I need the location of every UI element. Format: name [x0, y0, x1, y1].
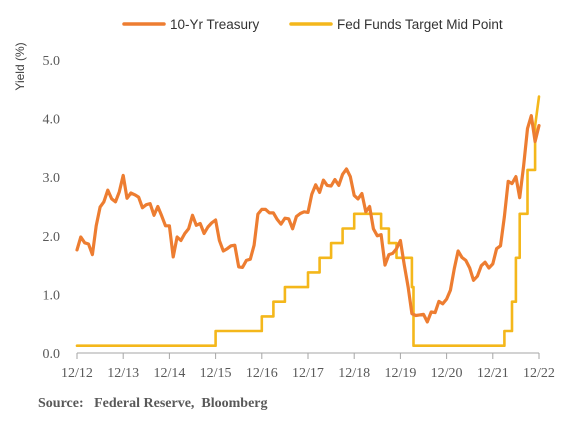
y-tick-label: 5.0 [43, 54, 61, 69]
source-label: Source: [38, 396, 84, 411]
series-line-fed-funds-mid [75, 95, 541, 347]
legend-label-fed-funds: Fed Funds Target Mid Point [337, 17, 503, 32]
legend-label-treasury: 10-Yr Treasury [170, 17, 260, 32]
x-tick-label: 12/19 [384, 366, 416, 381]
source-note: Source: Federal Reserve, Bloomberg [38, 396, 268, 412]
y-tick-label: 0.0 [43, 347, 61, 362]
x-tick-label: 12/12 [61, 366, 93, 381]
series-layer [75, 95, 541, 347]
x-tick-label: 12/13 [107, 366, 139, 381]
axes: Yield (%) 0.0 1.0 2.0 3.0 4.0 5.0 12/12 12/13 12/… [13, 42, 555, 381]
legend: 10-Yr Treasury Fed Funds Target Mid Point [122, 17, 503, 32]
x-tick-label: 12/17 [292, 366, 324, 381]
x-tick-label: 12/22 [523, 366, 555, 381]
y-tick-label: 3.0 [43, 171, 61, 186]
x-tick-label: 12/21 [477, 366, 509, 381]
y-tick-label: 2.0 [43, 230, 61, 245]
y-tick-label: 4.0 [43, 113, 61, 128]
x-tick-label: 12/15 [200, 366, 232, 381]
x-tick-label: 12/18 [338, 366, 370, 381]
y-axis-title: Yield (%) [13, 42, 27, 90]
x-tick-label: 12/20 [431, 366, 463, 381]
source-text: Federal Reserve, Bloomberg [94, 396, 268, 411]
x-tick-label: 12/16 [246, 366, 278, 381]
y-tick-label: 1.0 [43, 288, 61, 303]
series-line-treasury-10yr [75, 114, 541, 324]
x-tick-label: 12/14 [153, 366, 185, 381]
